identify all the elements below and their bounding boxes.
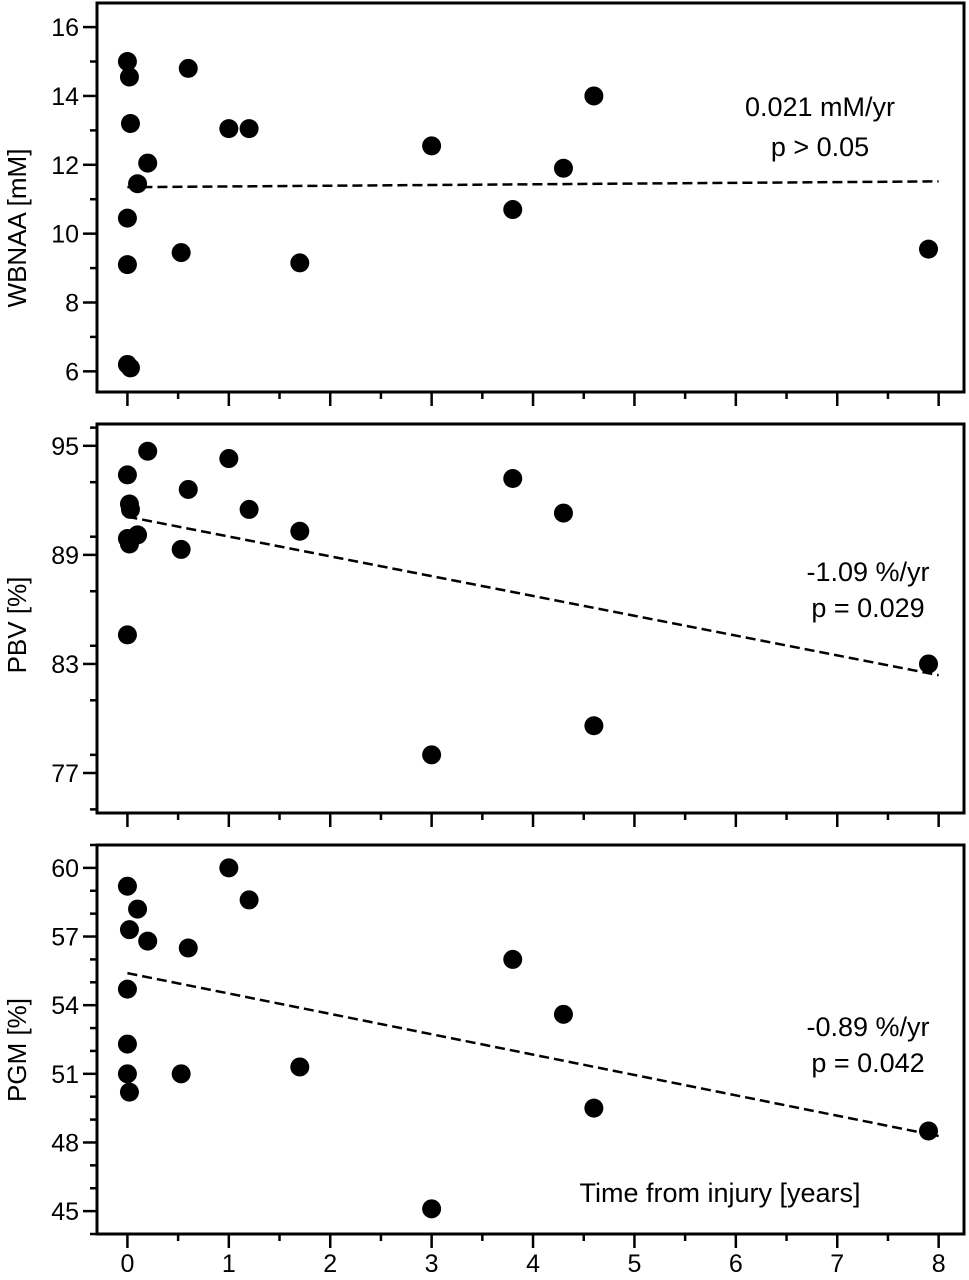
y-axis-title: PBV [%] — [2, 577, 32, 674]
data-point — [553, 158, 573, 178]
data-point — [120, 499, 140, 519]
p-value-annotation: p = 0.029 — [811, 593, 924, 623]
data-point — [219, 119, 239, 139]
y-tick-label: 16 — [51, 14, 79, 42]
data-point — [119, 67, 139, 87]
data-point — [120, 113, 140, 133]
data-point — [503, 949, 523, 969]
data-point — [219, 449, 239, 469]
data-point — [119, 534, 139, 554]
data-point — [219, 858, 239, 878]
data-point — [128, 174, 148, 194]
x-tick-label: 0 — [120, 1250, 134, 1278]
slope-annotation: 0.021 mM/yr — [745, 92, 895, 122]
data-point — [117, 52, 137, 72]
y-tick-label: 48 — [51, 1129, 79, 1157]
x-tick-label: 7 — [830, 1250, 844, 1278]
y-tick-label: 14 — [51, 83, 79, 111]
data-point — [117, 208, 137, 228]
y-tick-label: 6 — [65, 358, 79, 386]
plot-frame — [95, 1, 966, 394]
data-point — [422, 1199, 442, 1219]
x-tick-label: 5 — [627, 1250, 641, 1278]
regression-line — [127, 515, 939, 677]
x-axis-title: Time from injury [years] — [579, 1178, 860, 1208]
data-point — [128, 899, 148, 919]
panel-1: 6 8 10 12 14 16 WBNAA [mM] 0.021 mM/yr p > 0.05 — [2, 1, 966, 406]
y-tick-label: 60 — [51, 855, 79, 883]
data-point — [178, 58, 198, 78]
data-point — [117, 255, 137, 275]
x-tick-label: 3 — [425, 1250, 439, 1278]
data-point — [117, 979, 137, 999]
y-tick-label: 10 — [51, 221, 79, 249]
panel-3: 45 48 51 54 57 60 PGM [%] -0.89 %/yr p = 0.042 Ti… — [2, 843, 966, 1248]
data-point — [919, 1121, 939, 1141]
data-point — [138, 931, 158, 951]
data-point — [120, 358, 140, 378]
data-point — [117, 1064, 137, 1084]
data-point — [119, 920, 139, 940]
data-point — [171, 1064, 191, 1084]
y-tick-label: 95 — [51, 433, 79, 461]
x-tick-label: 2 — [323, 1250, 337, 1278]
x-tick-label: 4 — [526, 1250, 540, 1278]
data-point — [553, 1004, 573, 1024]
panel-2: 77 83 89 95 PBV [%] -1.09 %/yr p = 0.029 — [2, 422, 966, 827]
y-tick-label: 12 — [51, 152, 79, 180]
y-tick-label: 45 — [51, 1198, 79, 1226]
y-tick-label: 54 — [51, 992, 79, 1020]
data-point — [138, 153, 158, 173]
data-point — [290, 1057, 310, 1077]
y-axis-title: WBNAA [mM] — [2, 149, 32, 308]
y-tick-label: 51 — [51, 1061, 79, 1089]
data-point — [503, 200, 523, 220]
data-point — [584, 716, 604, 736]
data-point — [117, 465, 137, 485]
data-point — [919, 654, 939, 674]
plot-frame — [95, 843, 966, 1236]
slope-annotation: -1.09 %/yr — [806, 557, 929, 587]
data-point — [171, 243, 191, 263]
data-point — [239, 119, 259, 139]
data-point — [117, 1034, 137, 1054]
data-point — [178, 479, 198, 499]
data-point — [290, 521, 310, 541]
data-point — [138, 441, 158, 461]
data-point — [239, 890, 259, 910]
regression-line — [127, 971, 939, 1138]
slope-annotation: -0.89 %/yr — [806, 1012, 929, 1042]
plot-frame — [95, 422, 966, 815]
x-tick-label: 1 — [222, 1250, 236, 1278]
data-point — [239, 499, 259, 519]
data-point — [422, 745, 442, 765]
data-point — [117, 876, 137, 896]
data-point — [117, 625, 137, 645]
data-point — [119, 1082, 139, 1102]
data-point — [584, 86, 604, 106]
x-tick-label: 8 — [932, 1250, 946, 1278]
data-point — [422, 136, 442, 156]
p-value-annotation: p = 0.042 — [811, 1048, 924, 1078]
data-point — [171, 539, 191, 559]
data-point — [178, 938, 198, 958]
data-point — [290, 253, 310, 273]
regression-line — [127, 180, 939, 189]
data-point — [919, 239, 939, 259]
y-tick-label: 8 — [65, 289, 79, 317]
y-tick-label: 77 — [51, 760, 79, 788]
x-tick-label: 6 — [729, 1250, 743, 1278]
p-value-annotation: p > 0.05 — [771, 132, 869, 162]
y-axis-title: PGM [%] — [2, 998, 32, 1102]
y-tick-label: 83 — [51, 651, 79, 679]
data-point — [503, 469, 523, 489]
y-tick-label: 57 — [51, 924, 79, 952]
y-tick-label: 89 — [51, 542, 79, 570]
data-point — [553, 503, 573, 523]
data-point — [584, 1098, 604, 1118]
